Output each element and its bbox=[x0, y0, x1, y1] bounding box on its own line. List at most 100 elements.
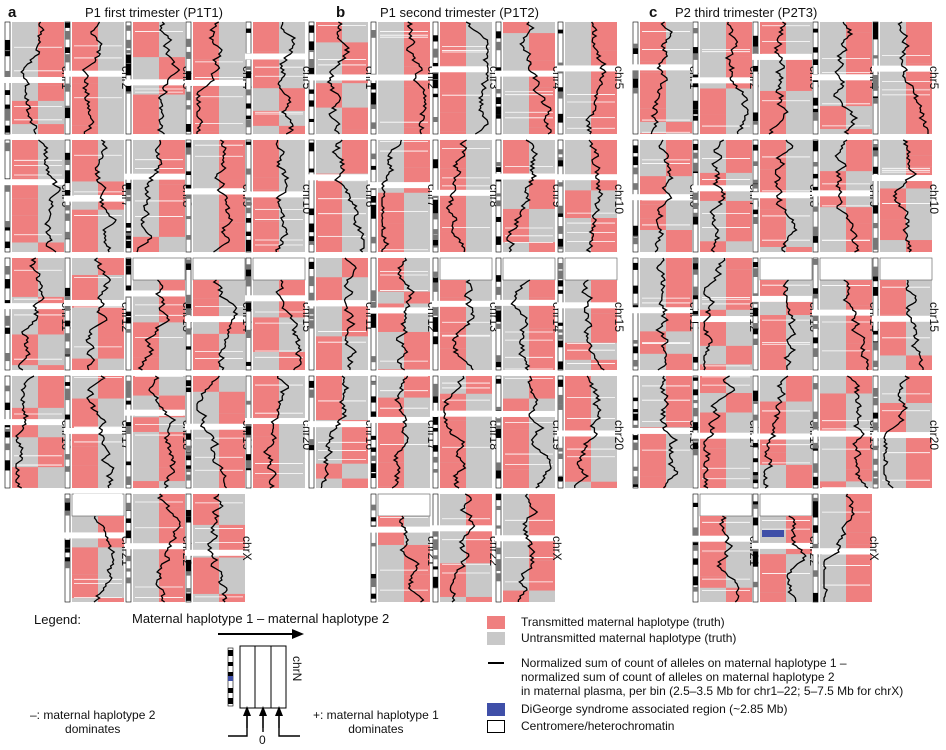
ideogram-band bbox=[371, 292, 376, 302]
ideogram-band bbox=[371, 447, 376, 452]
ideogram-band bbox=[246, 264, 251, 273]
ideogram-band bbox=[873, 22, 878, 32]
allele-trace bbox=[155, 493, 181, 603]
centromere bbox=[752, 295, 812, 302]
centromere bbox=[370, 307, 430, 314]
ideogram-band bbox=[65, 175, 70, 184]
centromere bbox=[432, 300, 492, 307]
centromere bbox=[557, 174, 617, 181]
ideogram-band bbox=[496, 359, 501, 368]
transmitted-segment bbox=[591, 118, 617, 134]
ideogram-band bbox=[309, 67, 314, 74]
transmitted-segment bbox=[880, 188, 906, 220]
transmitted-segment bbox=[193, 494, 219, 525]
ideogram-band bbox=[126, 63, 131, 73]
transmitted-segment bbox=[846, 22, 872, 33]
transmitted-segment bbox=[906, 140, 932, 156]
allele-trace bbox=[897, 21, 929, 134]
ideogram-band bbox=[693, 162, 698, 172]
transmitted-segment bbox=[666, 376, 692, 400]
ideogram-band bbox=[873, 266, 878, 271]
transmitted-segment bbox=[726, 258, 752, 270]
chromosome-tile: chr10 bbox=[557, 139, 626, 253]
ideogram-band bbox=[633, 435, 638, 440]
centromere bbox=[872, 315, 932, 322]
chromosome-label: chrX bbox=[240, 536, 254, 561]
ideogram-band bbox=[186, 452, 191, 456]
allele-trace bbox=[15, 375, 35, 489]
panel-a-letter: a bbox=[8, 4, 17, 21]
ideogram-band bbox=[633, 285, 638, 294]
ideogram-band bbox=[371, 435, 376, 440]
transmitted-segment bbox=[846, 32, 872, 76]
allele-trace bbox=[343, 257, 357, 371]
ideogram-band bbox=[496, 193, 501, 197]
transmitted-segment bbox=[378, 486, 404, 488]
ideogram-band bbox=[309, 168, 314, 173]
chromosome-tile: chr18 bbox=[752, 375, 821, 489]
ideogram-band bbox=[309, 380, 314, 388]
transmitted-segment bbox=[503, 140, 529, 174]
allele-trace bbox=[156, 21, 181, 135]
transmitted-segment bbox=[440, 112, 466, 132]
transmitted-segment bbox=[503, 590, 529, 602]
ideogram-band bbox=[433, 229, 438, 235]
ideogram-band bbox=[65, 213, 70, 221]
centromere bbox=[557, 430, 617, 437]
allele-trace bbox=[702, 375, 736, 489]
ideogram-band bbox=[126, 85, 131, 92]
allele-trace bbox=[206, 493, 228, 603]
transmitted-segment bbox=[12, 140, 38, 178]
chromosome-tile: chr4 bbox=[812, 21, 881, 135]
ideogram bbox=[557, 139, 564, 253]
allele-trace bbox=[846, 375, 869, 489]
ideogram-band bbox=[813, 259, 818, 265]
transmitted-segment bbox=[640, 449, 666, 477]
ideogram-band bbox=[693, 258, 698, 265]
chromosome-tile: chr17 bbox=[692, 375, 761, 489]
ideogram-band bbox=[126, 182, 131, 192]
chromosome-tile: chr15 bbox=[245, 257, 314, 371]
allele-trace bbox=[443, 375, 467, 489]
centromere-swatch bbox=[487, 720, 505, 733]
heterochromatin-block bbox=[699, 493, 753, 517]
chromosome-tile: chr2 bbox=[692, 21, 761, 135]
ideogram-band bbox=[753, 396, 758, 401]
ideogram-band bbox=[186, 142, 191, 148]
transmitted-segment bbox=[316, 22, 342, 43]
transmitted-swatch bbox=[487, 616, 505, 629]
untransmitted-swatch bbox=[487, 632, 505, 645]
chromosome-tile: chr6 bbox=[4, 139, 73, 253]
centromere bbox=[4, 76, 64, 83]
chromosome-tile: chr19 bbox=[185, 375, 254, 489]
transmitted-segment bbox=[846, 532, 872, 545]
ideogram-band bbox=[126, 425, 131, 434]
ideogram-band bbox=[633, 69, 638, 77]
transmitted-segment bbox=[193, 376, 219, 392]
ideogram-band bbox=[813, 140, 818, 150]
ideogram-band bbox=[371, 473, 376, 479]
ideogram-band bbox=[371, 302, 376, 308]
centromere bbox=[125, 543, 185, 550]
ideogram bbox=[64, 257, 71, 371]
chromosome-tile: chr12 bbox=[692, 257, 761, 371]
ideogram-band bbox=[753, 268, 758, 277]
transmitted-segment bbox=[906, 480, 932, 488]
chromosome-label: chr15 bbox=[927, 302, 941, 332]
ideogram-band bbox=[753, 307, 758, 317]
ideogram-band bbox=[186, 55, 191, 59]
transmitted-segment bbox=[316, 463, 342, 479]
ideogram-band bbox=[753, 216, 758, 224]
centromere bbox=[308, 300, 368, 307]
ideogram-band bbox=[813, 463, 818, 473]
panel-b-title: P1 second trimester (P1T2) bbox=[380, 5, 539, 20]
transmitted-segment bbox=[159, 184, 185, 220]
ideogram-band bbox=[496, 525, 501, 529]
ideogram-band bbox=[371, 195, 376, 203]
transmitted-segment bbox=[404, 22, 430, 67]
transmitted-segment bbox=[404, 291, 430, 304]
ideogram-band bbox=[309, 236, 314, 245]
ideogram-band bbox=[65, 320, 70, 327]
transmitted-segment bbox=[98, 337, 124, 359]
ideogram-band bbox=[873, 445, 878, 451]
